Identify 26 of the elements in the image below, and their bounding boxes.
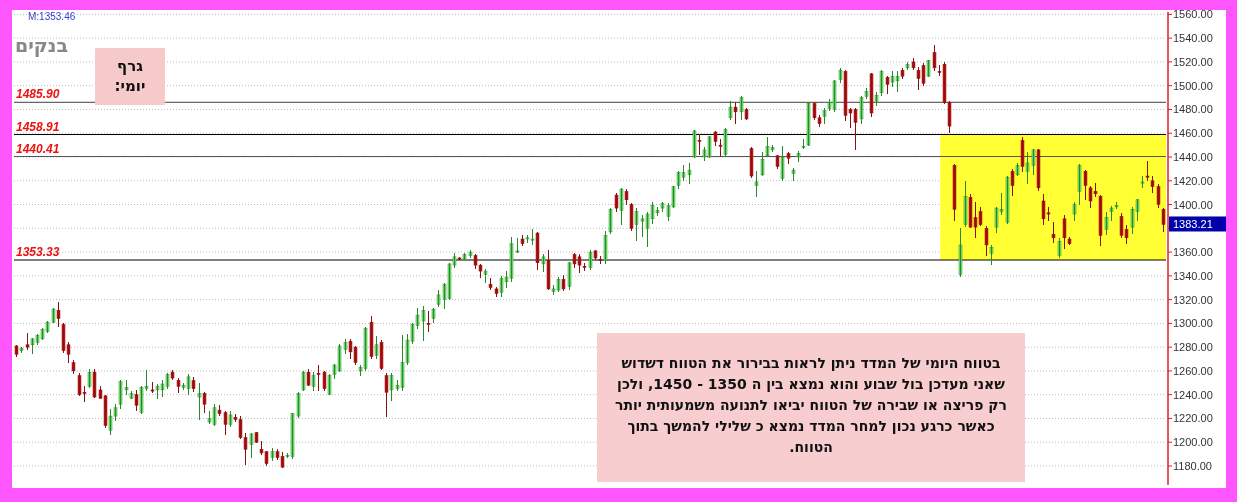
last-price-label: 1383.21 [1169, 216, 1226, 232]
ref-line-label: 1440.41 [16, 141, 60, 156]
y-tick-label: 1540.00 [1173, 32, 1213, 45]
y-tick-label: 1520.00 [1173, 55, 1213, 68]
y-tick-label: 1280.00 [1173, 341, 1213, 354]
y-tick-label: 1460.00 [1173, 127, 1213, 140]
ref-line-label: 1353.33 [16, 244, 60, 259]
y-tick-label: 1340.00 [1173, 269, 1213, 282]
y-tick-label: 1300.00 [1173, 317, 1213, 330]
y-tick-label: 1180.00 [1173, 459, 1212, 472]
y-tick-label: 1420.00 [1173, 174, 1213, 187]
annotation: M:1353.46 [28, 11, 76, 22]
y-tick-label: 1360.00 [1173, 246, 1213, 259]
ref-line-label: 1485.90 [16, 87, 60, 102]
ref-line-label: 1458.91 [16, 119, 60, 134]
y-tick-label: 1240.00 [1173, 388, 1213, 401]
y-tick-label: 1480.00 [1173, 103, 1213, 116]
text: בנקים [15, 34, 69, 57]
y-tick-label: 1260.00 [1173, 364, 1213, 377]
y-tick-label: 1400.00 [1173, 198, 1213, 211]
y-tick-label: 1440.00 [1173, 150, 1213, 163]
y-tick-label: 1500.00 [1173, 79, 1213, 92]
y-tick-label: 1560.00 [1173, 8, 1213, 21]
y-tick-label: 1220.00 [1173, 412, 1213, 425]
y-tick-label: 1200.00 [1173, 436, 1213, 449]
y-tick-label: 1320.00 [1173, 293, 1213, 306]
